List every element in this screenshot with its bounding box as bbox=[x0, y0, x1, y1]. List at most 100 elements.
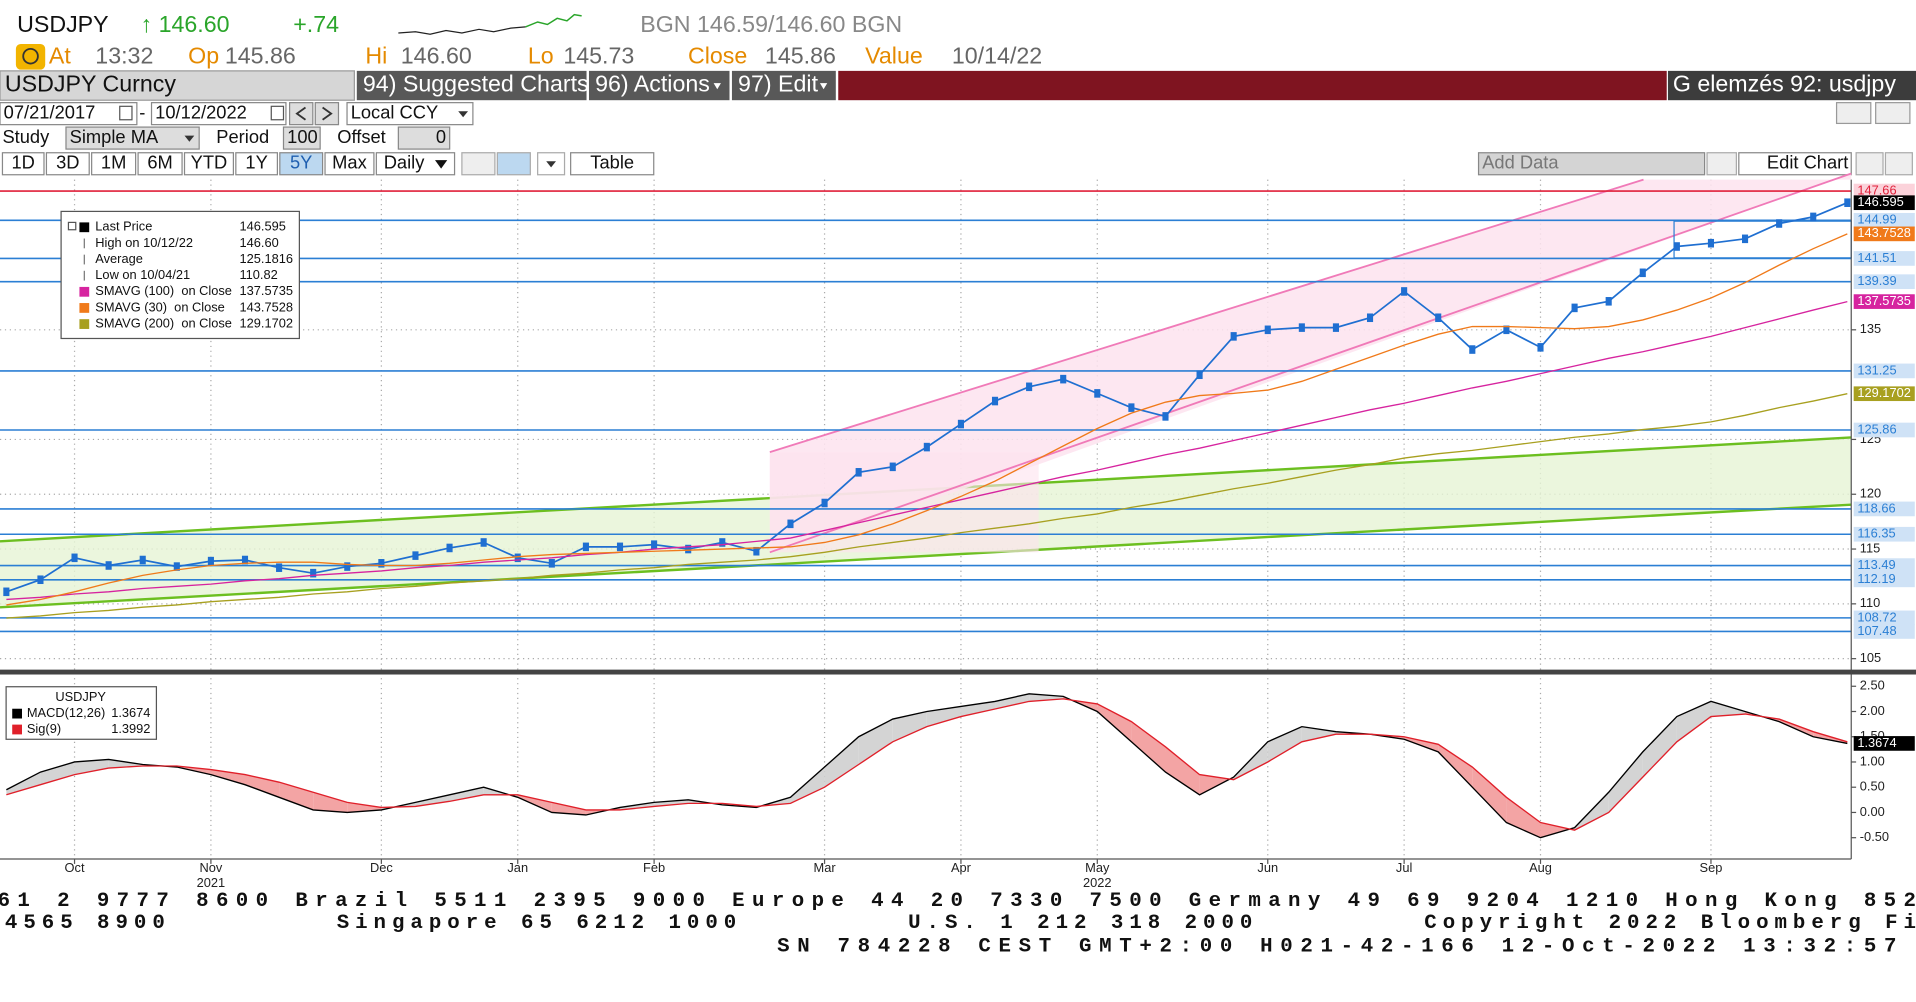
range-button[interactable] bbox=[91, 152, 137, 176]
price-candle bbox=[241, 555, 249, 565]
price-candle bbox=[446, 543, 453, 553]
channel-line bbox=[769, 178, 1644, 453]
range-button[interactable] bbox=[183, 152, 235, 176]
frequency-box[interactable] bbox=[375, 152, 456, 176]
price-candle bbox=[378, 559, 385, 568]
series-line bbox=[6, 698, 1848, 831]
price-candle bbox=[855, 468, 862, 477]
price-candle bbox=[1605, 297, 1612, 306]
y-tick-label: 0.50 bbox=[1860, 779, 1885, 794]
collapse-button[interactable] bbox=[1706, 152, 1737, 176]
price-candle bbox=[1230, 332, 1237, 341]
level-label-bg bbox=[1853, 572, 1915, 588]
legend-value: 110.82 bbox=[240, 267, 278, 282]
period-box[interactable] bbox=[282, 126, 321, 150]
macd-histogram-fill bbox=[313, 792, 348, 813]
price-candle bbox=[71, 553, 78, 563]
price-candle bbox=[276, 563, 283, 572]
macd-histogram-fill bbox=[1608, 751, 1643, 813]
banner-box[interactable] bbox=[1667, 70, 1916, 101]
field-label: Close bbox=[688, 43, 747, 69]
legend-name: Sig(9) bbox=[27, 721, 61, 736]
macd-histogram-fill bbox=[551, 802, 586, 815]
calendar-icon[interactable] bbox=[270, 105, 285, 121]
menu-button[interactable] bbox=[731, 70, 836, 101]
range-button[interactable] bbox=[324, 152, 375, 176]
table-button[interactable] bbox=[570, 152, 655, 176]
macd-histogram-fill bbox=[1540, 822, 1575, 838]
field-label: Value bbox=[865, 43, 923, 69]
currency: Local CCY bbox=[351, 101, 439, 122]
end-date-box[interactable] bbox=[150, 102, 287, 126]
panel-separator bbox=[0, 669, 1916, 675]
undo-button[interactable] bbox=[1835, 102, 1872, 125]
add-data: Add Data bbox=[1482, 152, 1559, 173]
offset-box[interactable] bbox=[397, 126, 451, 150]
edit-chart: Edit Chart bbox=[1767, 152, 1848, 173]
clock-icon[interactable] bbox=[15, 43, 46, 70]
range-label: 1D bbox=[12, 152, 35, 173]
sparkline-old bbox=[398, 26, 526, 35]
price-candle bbox=[344, 562, 351, 571]
channel-line bbox=[0, 503, 1852, 609]
prev-button[interactable] bbox=[288, 102, 314, 126]
macd-histogram-fill bbox=[415, 794, 450, 807]
menu-button[interactable] bbox=[356, 70, 587, 101]
range-button[interactable] bbox=[1, 152, 45, 176]
y-tick-label: 110 bbox=[1860, 595, 1880, 610]
start-date-box[interactable] bbox=[0, 102, 138, 126]
level-label-bg bbox=[1853, 558, 1915, 573]
range-button[interactable] bbox=[235, 152, 278, 176]
range-label: Max bbox=[332, 152, 367, 173]
security-box[interactable] bbox=[0, 70, 355, 101]
price-candle bbox=[1741, 234, 1749, 244]
redo-button[interactable] bbox=[1875, 102, 1911, 125]
range-label: 1M bbox=[101, 152, 126, 173]
next-button[interactable] bbox=[314, 102, 340, 126]
series-last-label: 137.5735 bbox=[1857, 293, 1911, 308]
x-year-label: 2021 bbox=[197, 875, 226, 890]
start-date: 07/21/2017 bbox=[4, 101, 96, 122]
field-label: Lo bbox=[528, 43, 554, 69]
x-tick-label: Dec bbox=[370, 860, 393, 875]
macd-histogram-fill bbox=[654, 799, 689, 807]
add-data-box[interactable] bbox=[1477, 152, 1706, 176]
y-tick-label: 115 bbox=[1860, 540, 1880, 555]
line-icon-button[interactable] bbox=[461, 152, 496, 176]
series-last-label: 143.7528 bbox=[1857, 225, 1911, 240]
plot bbox=[0, 190, 1852, 839]
legend-collapse[interactable] bbox=[67, 221, 77, 231]
price-candle bbox=[1162, 412, 1169, 421]
price-candle bbox=[719, 538, 726, 547]
range-button[interactable] bbox=[137, 152, 183, 176]
level-label-bg bbox=[1853, 526, 1915, 542]
menu-button[interactable] bbox=[588, 70, 730, 101]
price-candle bbox=[1298, 323, 1305, 332]
dropdown-arrow bbox=[458, 111, 469, 118]
macd-histogram-fill bbox=[1438, 744, 1473, 788]
gear-button[interactable] bbox=[1884, 152, 1913, 176]
legend-swatch bbox=[79, 286, 90, 297]
bar-icon-button[interactable] bbox=[496, 152, 531, 176]
field-label: Hi bbox=[365, 43, 387, 69]
edit-chart-button[interactable] bbox=[1738, 152, 1852, 176]
range-button[interactable] bbox=[45, 152, 90, 176]
macd-histogram-fill bbox=[449, 787, 484, 802]
security: USDJPY Curncy bbox=[5, 71, 176, 97]
currency-box[interactable] bbox=[346, 102, 474, 126]
legend-swatch bbox=[12, 708, 22, 719]
calendar-icon[interactable] bbox=[119, 105, 133, 121]
price-candle bbox=[753, 546, 760, 556]
legend-value: 137.5735 bbox=[240, 283, 294, 298]
y-tick-label: 0.00 bbox=[1860, 804, 1885, 819]
settings-button[interactable] bbox=[1855, 152, 1884, 176]
range-button[interactable] bbox=[279, 152, 324, 176]
price-candle bbox=[1196, 370, 1203, 380]
price-candle bbox=[1128, 403, 1135, 412]
footer-line: 4565 8900 Singapore 65 6212 1000 U.S. 1 … bbox=[5, 912, 1916, 935]
price-candle bbox=[821, 498, 828, 508]
study-box[interactable] bbox=[65, 126, 200, 150]
series-last-label-bg bbox=[1853, 195, 1915, 211]
series-last-label-bg bbox=[1853, 294, 1915, 309]
field-value: 10/14/22 bbox=[952, 43, 1042, 69]
